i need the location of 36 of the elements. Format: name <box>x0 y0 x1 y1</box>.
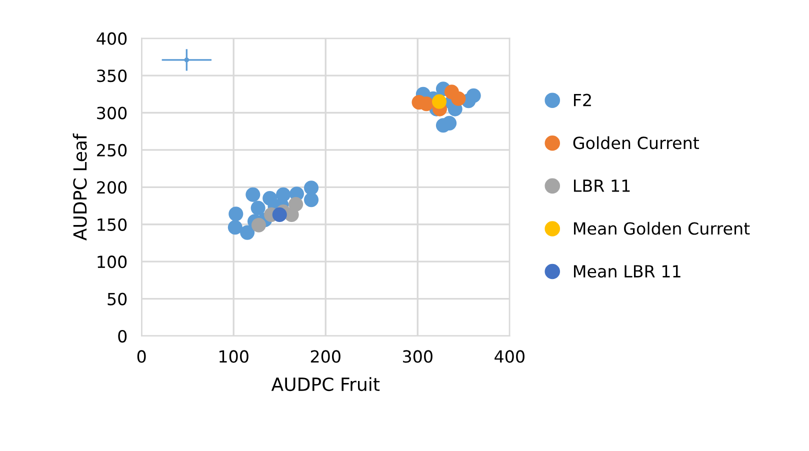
x-tick-label: 200 <box>310 350 340 363</box>
point <box>432 94 447 109</box>
point <box>228 220 242 235</box>
y-tick-label: 0 <box>118 330 127 343</box>
y-tick-label: 200 <box>97 181 127 194</box>
x-axis-title: AUDPC Fruit <box>271 377 380 392</box>
y-tick-label: 300 <box>97 106 127 120</box>
point <box>466 88 481 103</box>
y-tick-label: 350 <box>97 70 127 82</box>
point <box>272 207 287 222</box>
legend-label: Mean LBR 11 <box>574 265 680 278</box>
x-tick-label: 300 <box>403 350 432 363</box>
y-tick-label: 50 <box>108 292 127 306</box>
x-tick-label: 0 <box>137 350 146 363</box>
y-axis-title: AUDPC Leaf <box>72 133 87 241</box>
y-tick-label: 250 <box>97 144 127 157</box>
legend-label: F2 <box>574 94 591 106</box>
point <box>240 225 255 240</box>
legend-label: Mean Golden Current <box>574 222 750 235</box>
y-tick-label: 150 <box>98 218 127 231</box>
point <box>288 196 304 212</box>
y-tick-label: 400 <box>96 32 127 45</box>
y-tick-label: 100 <box>98 256 127 268</box>
point <box>251 218 266 232</box>
point <box>250 200 266 216</box>
legend-label: LBR 11 <box>574 180 630 192</box>
point <box>451 91 466 106</box>
point <box>419 96 434 112</box>
point <box>184 57 190 62</box>
x-tick-label: 100 <box>220 350 248 363</box>
x-tick-label: 400 <box>494 350 524 363</box>
point <box>246 187 260 202</box>
point <box>304 192 319 208</box>
point <box>228 206 244 222</box>
legend-label: Golden Current <box>573 136 700 150</box>
point <box>442 116 457 130</box>
